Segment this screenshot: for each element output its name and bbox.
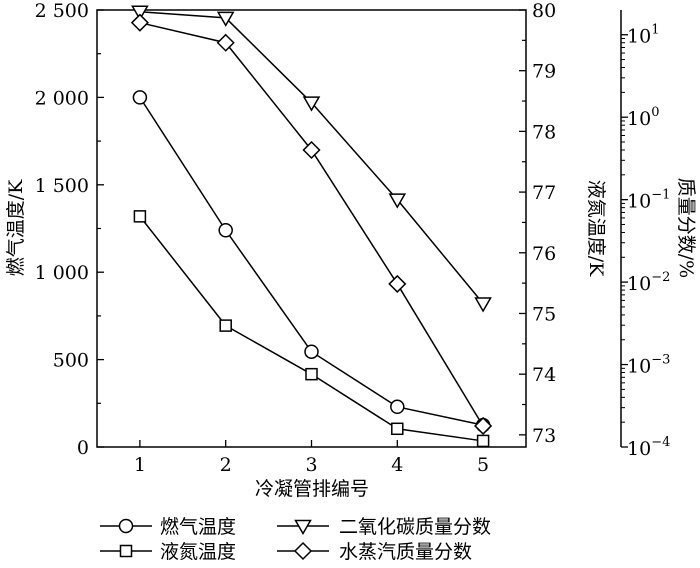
point-circle: [304, 344, 319, 359]
x-tick-label: 2: [220, 454, 232, 476]
middle-tick-label: 73: [532, 425, 556, 447]
point-square: [219, 319, 232, 332]
point-circle: [218, 222, 233, 238]
x-tick-label: 5: [477, 454, 489, 476]
right-tick-label: 101: [627, 23, 659, 48]
point-diamond: [216, 33, 235, 52]
point-diamond: [302, 140, 321, 160]
legend-item-burner-gas-temp: 燃气温度: [100, 516, 236, 538]
legend: 燃气温度 液氮温度 二氧化碳质量分数 水蒸汽质量分数: [100, 516, 491, 563]
point-diamond: [388, 274, 407, 293]
right-axis-title: 质量分数/%: [675, 178, 697, 278]
left-tick-label: 500: [53, 350, 89, 372]
x-axis-title: 冷凝管排编号: [255, 478, 369, 500]
point-square: [119, 544, 133, 558]
right-tick-label: 100: [627, 105, 659, 130]
series-h2o-fraction: [130, 13, 493, 436]
legend-label-liquid-nitrogen-temp: 液氮温度: [160, 541, 236, 563]
left-tick-label: 1 000: [35, 262, 89, 284]
point-square: [476, 434, 490, 448]
middle-axis-ticks: 73 74 75 76 77 78 79 80: [519, 0, 556, 447]
plot-frame: [96, 9, 527, 448]
series-h2o-fraction-line: [139, 21, 484, 427]
middle-tick-label: 80: [532, 0, 556, 22]
point-diamond: [474, 416, 493, 436]
middle-tick-label: 75: [532, 303, 556, 325]
legend-label-burner-gas-temp: 燃气温度: [160, 516, 236, 538]
left-tick-label: 2 500: [35, 0, 89, 22]
series-liquid-nitrogen-temp: [133, 210, 490, 448]
left-axis-title: 燃气温度/K: [5, 179, 27, 276]
point-triangle: [131, 5, 149, 21]
point-diamond: [293, 541, 313, 561]
right-tick-label: 10−4: [627, 435, 670, 460]
point-triangle: [388, 193, 407, 209]
left-axis-ticks: 0 500 1 000 1 500 2 000 2 500: [35, 0, 104, 459]
legend-item-liquid-nitrogen-temp: 液氮温度: [100, 541, 236, 563]
middle-tick-label: 79: [532, 61, 556, 83]
point-triangle: [474, 297, 492, 313]
middle-axis-title: 液氮温度/K: [585, 180, 607, 277]
point-triangle: [216, 11, 235, 27]
point-circle: [132, 90, 148, 105]
middle-tick-label: 76: [532, 243, 556, 265]
legend-label-h2o-fraction: 水蒸汽质量分数: [339, 541, 472, 563]
point-square: [133, 210, 147, 223]
point-square: [305, 367, 318, 381]
point-triangle: [294, 519, 312, 536]
point-circle: [118, 518, 134, 534]
series-liquid-nitrogen-temp-line: [139, 215, 484, 442]
legend-item-h2o-fraction: 水蒸汽质量分数: [277, 541, 472, 563]
middle-tick-label: 77: [532, 182, 556, 204]
point-diamond: [130, 13, 149, 32]
left-tick-label: 1 500: [35, 175, 89, 197]
x-axis-ticks: 1 2 3 4 5: [134, 440, 489, 476]
right-axis-ticks: 10−4 10−3 10−2 10−1 100 101: [621, 23, 670, 460]
middle-tick-label: 78: [532, 121, 556, 143]
middle-tick-label: 74: [532, 364, 556, 386]
x-tick-label: 3: [305, 454, 317, 476]
right-tick-label: 10−1: [627, 188, 670, 213]
left-tick-label: 0: [77, 437, 89, 459]
series-co2-fraction: [131, 5, 492, 313]
point-square: [391, 422, 404, 436]
point-triangle: [302, 96, 321, 112]
point-circle: [390, 399, 405, 415]
series-layer: [130, 5, 493, 448]
x-tick-label: 1: [134, 454, 146, 476]
legend-item-co2-fraction: 二氧化碳质量分数: [277, 516, 491, 538]
right-tick-label: 10−3: [627, 353, 670, 378]
left-tick-label: 2 000: [35, 87, 89, 109]
legend-label-co2-fraction: 二氧化碳质量分数: [339, 516, 491, 538]
x-tick-label: 4: [391, 454, 403, 476]
right-tick-label: 10−2: [627, 270, 670, 295]
